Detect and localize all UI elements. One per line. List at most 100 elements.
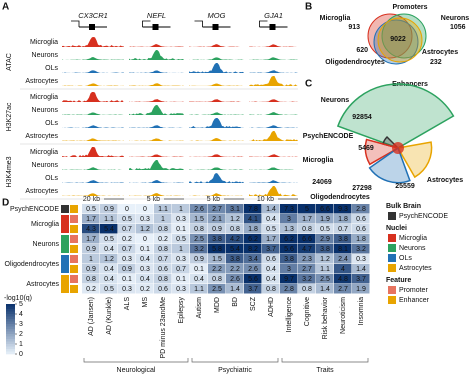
cell-value: 5.8 xyxy=(212,246,222,253)
cell-value: 0.9 xyxy=(194,256,204,263)
signal-track xyxy=(62,57,124,60)
cell-value: 1.1 xyxy=(104,216,114,223)
cell-value: 8.2 xyxy=(248,246,258,253)
cell-value: 0.5 xyxy=(320,226,330,233)
heatmap-cell xyxy=(244,234,262,244)
cell-value: 5.6 xyxy=(248,276,258,283)
signal-track xyxy=(62,112,124,115)
cell-value: 0.4 xyxy=(104,266,114,273)
cell-value: 0.8 xyxy=(158,246,168,253)
heatmap-cell xyxy=(136,254,154,264)
heatmap-cell xyxy=(280,264,298,274)
heatmap-cell xyxy=(280,244,298,254)
cell-value: 1.1 xyxy=(194,286,204,293)
cell-value: 0.2 xyxy=(140,286,150,293)
cell-value: 0.8 xyxy=(158,226,168,233)
column-label: MS xyxy=(142,297,149,308)
column-label: Epilepsy xyxy=(178,297,185,324)
cell-value: 0.9 xyxy=(86,246,96,253)
heatmap-cell xyxy=(100,244,118,254)
signal-track xyxy=(62,167,124,170)
heatmap-cell xyxy=(172,264,190,274)
cell-value: 1.4 xyxy=(320,286,330,293)
heatmap-cell xyxy=(280,254,298,264)
heatmap-cell xyxy=(172,204,190,214)
signal-track xyxy=(189,44,244,47)
signal-track xyxy=(62,125,124,128)
cell-value: 6.6 xyxy=(320,206,330,213)
heatmap-cell xyxy=(136,214,154,224)
cell-value: 0.7 xyxy=(122,226,132,233)
heatmap-cell xyxy=(352,274,370,284)
signal-track xyxy=(249,131,298,141)
colorbar-step xyxy=(6,339,15,342)
cell-value: 0.1 xyxy=(176,226,186,233)
cell-value: 0.6 xyxy=(356,216,366,223)
colorbar-step xyxy=(6,351,15,355)
cell-value: 4.3 xyxy=(86,226,96,233)
heatmap-cell xyxy=(154,284,172,294)
row-label: Neurons xyxy=(33,241,60,248)
legend-swatch xyxy=(388,234,396,242)
heatmap-cell xyxy=(334,284,352,294)
heatmap-cell xyxy=(208,224,226,234)
cell-value: 2.9 xyxy=(320,236,330,243)
cell-value: 3 xyxy=(287,266,291,273)
heatmap-cell xyxy=(208,274,226,284)
heatmap-cell xyxy=(226,254,244,264)
rose-wedge xyxy=(364,138,400,166)
panel-label: C xyxy=(305,79,312,90)
cell-value: 2.7 xyxy=(338,286,348,293)
signal-track xyxy=(62,83,124,86)
cell-value: 0.5 xyxy=(122,216,132,223)
cell-value: 1 xyxy=(89,256,93,263)
cell-value: 2.6 xyxy=(194,206,204,213)
legend-title: Bulk Brain xyxy=(386,203,421,210)
cell-value: 0.3 xyxy=(140,216,150,223)
heatmap-cell xyxy=(172,284,190,294)
heatmap-cell xyxy=(298,244,316,254)
signal-track xyxy=(189,173,244,183)
colorbar-step xyxy=(6,349,15,352)
cell-value: 8.1 xyxy=(338,246,348,253)
heatmap-cell xyxy=(334,234,352,244)
venn-name: Neurons xyxy=(441,15,470,22)
heatmap-cell xyxy=(136,224,154,234)
feature-swatch xyxy=(70,245,78,253)
signal-track xyxy=(129,105,184,115)
heatmap-cell xyxy=(334,244,352,254)
cell-value: 1.7 xyxy=(86,236,96,243)
heatmap-cell xyxy=(118,234,136,244)
gene-exon xyxy=(89,24,95,30)
signal-track xyxy=(189,154,244,157)
legend-swatch xyxy=(388,286,396,294)
cell-value: 9.3 xyxy=(338,206,348,213)
heatmap-cell xyxy=(136,204,154,214)
heatmap-cell xyxy=(298,234,316,244)
cell-value: 1.1 xyxy=(158,206,168,213)
cell-value: 3.8 xyxy=(284,256,294,263)
colorbar-label: 0 xyxy=(19,351,23,358)
heatmap-cell xyxy=(82,274,100,284)
column-label: ADHD xyxy=(268,297,275,317)
heatmap-cell xyxy=(316,254,334,264)
heatmap-cell xyxy=(244,274,262,284)
cell-value: 0.6 xyxy=(356,226,366,233)
cell-value: 0.4 xyxy=(266,266,276,273)
cell-value: 6.2 xyxy=(248,236,258,243)
signal-track xyxy=(249,167,298,170)
heatmap-cell xyxy=(100,264,118,274)
category-bracket xyxy=(191,358,279,363)
cell-value: 2.5 xyxy=(212,286,222,293)
cell-value: 2.5 xyxy=(194,236,204,243)
heatmap-cell xyxy=(82,284,100,294)
scale-label: 5 kb xyxy=(147,196,160,203)
colorbar-step xyxy=(6,331,15,335)
heatmap-cell xyxy=(316,234,334,244)
category-label: Traits xyxy=(316,367,334,374)
cell-value: 3.2 xyxy=(194,246,204,253)
heatmap-cell xyxy=(334,254,352,264)
rose-name: PsychENCODE xyxy=(303,133,354,140)
group-swatch xyxy=(61,275,69,293)
